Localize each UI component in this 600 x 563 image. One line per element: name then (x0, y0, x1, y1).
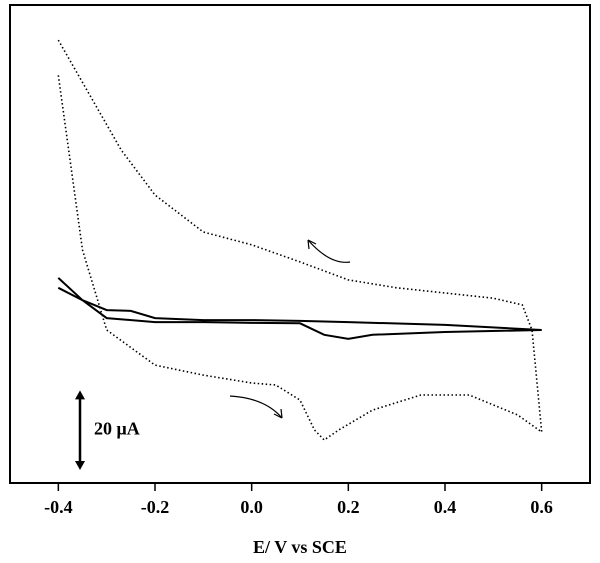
scale-bar-label: 20 μA (94, 418, 140, 438)
cv-curve (57, 277, 542, 340)
scan-arrow (307, 239, 351, 263)
scale-bar-head (75, 390, 85, 470)
x-tick-label: 0.6 (530, 497, 553, 517)
x-tick-label: 0.2 (337, 497, 360, 517)
plot-frame (9, 4, 591, 484)
x-tick-label: 0.4 (434, 497, 457, 517)
cv-curve (57, 39, 543, 442)
scan-arrow-head (273, 408, 283, 419)
x-tick-label: 0.0 (240, 497, 263, 517)
x-tick-label: -0.4 (44, 497, 73, 517)
scan-arrow-head (307, 239, 317, 250)
x-tick-label: -0.2 (141, 497, 170, 517)
x-axis-label: E/ V vs SCE (253, 537, 347, 557)
scan-arrow (229, 395, 283, 419)
